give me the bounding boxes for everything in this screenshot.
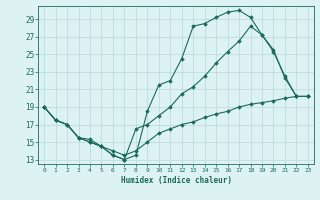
X-axis label: Humidex (Indice chaleur): Humidex (Indice chaleur) — [121, 176, 231, 185]
